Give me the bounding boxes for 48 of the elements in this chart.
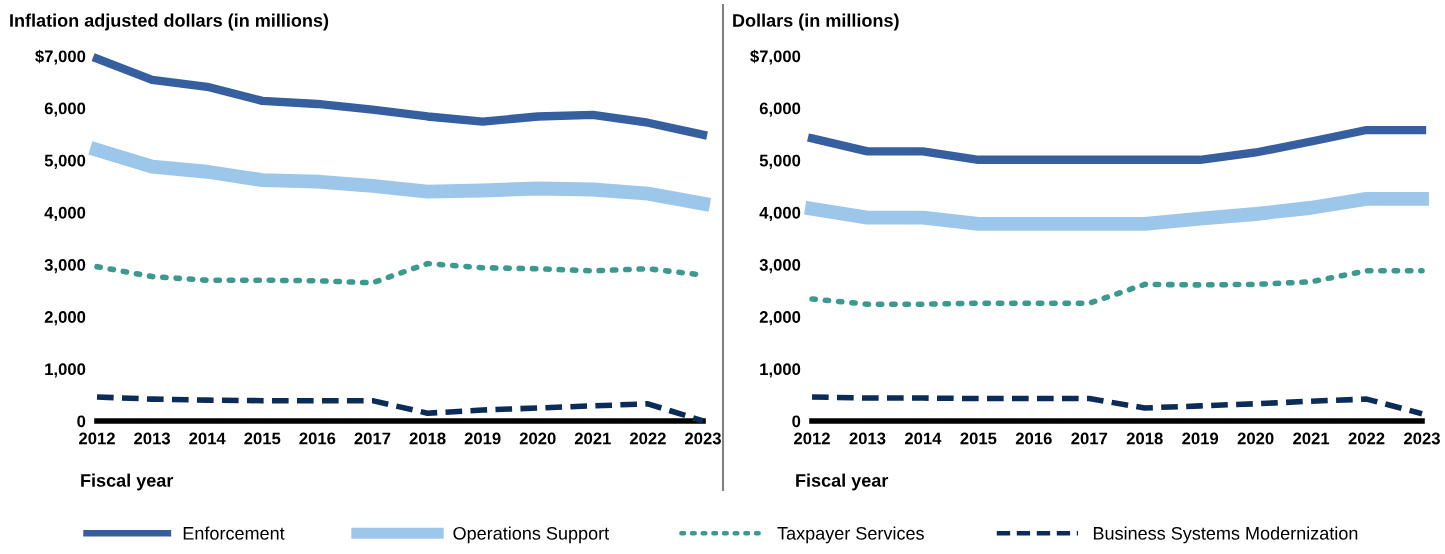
x-tick-label: 2023 — [685, 432, 721, 445]
x-axis-title: Fiscal year — [81, 473, 174, 491]
y-tick-label: 6,000 — [44, 102, 86, 117]
x-axis-title: Fiscal year — [796, 473, 889, 491]
x-tick-label: 2016 — [299, 432, 336, 445]
x-tick-label: 2021 — [574, 432, 611, 445]
y-tick-label: 2,000 — [759, 311, 801, 326]
x-tick-label: 2014 — [189, 432, 226, 445]
x-tick-label: 2023 — [1404, 432, 1440, 445]
x-tick-label: 2019 — [464, 432, 501, 445]
y-tick-label: 5,000 — [44, 154, 86, 169]
y-tick-label: 2,000 — [44, 311, 86, 326]
x-tick-label: 2019 — [1182, 432, 1219, 445]
legend-label: Taxpayer Services — [777, 526, 924, 544]
y-tick-label: $7,000 — [35, 49, 86, 65]
x-tick-label: 2012 — [794, 432, 830, 445]
x-tick-label: 2021 — [1293, 432, 1330, 445]
legend-label: Enforcement — [183, 526, 285, 540]
x-tick-label: 2017 — [1071, 432, 1108, 445]
x-tick-label: 2014 — [904, 432, 942, 445]
y-tick-label: 1,000 — [45, 363, 86, 378]
legend-label: Operations Support — [453, 526, 610, 544]
x-tick-label: 2018 — [1126, 432, 1163, 445]
x-tick-label: 2012 — [79, 432, 115, 445]
y-tick-label: 5,000 — [759, 154, 801, 169]
x-tick-label: 2022 — [1348, 432, 1385, 445]
y-tick-label: 1,000 — [760, 363, 801, 378]
x-tick-label: 2015 — [244, 432, 281, 445]
y-tick-label: 4,000 — [759, 206, 801, 222]
y-tick-label: 3,000 — [759, 258, 801, 274]
y-tick-label: 4,000 — [44, 206, 86, 222]
x-tick-label: 2015 — [960, 432, 997, 445]
x-tick-label: 2017 — [354, 432, 391, 445]
chart-title: Dollars (in millions) — [733, 13, 899, 31]
y-tick-label: 6,000 — [759, 102, 801, 117]
y-tick-label: $7,000 — [750, 49, 801, 65]
x-tick-label: 2016 — [1015, 432, 1052, 445]
y-tick-label: 3,000 — [44, 258, 86, 274]
x-tick-label: 2018 — [409, 432, 446, 445]
x-tick-label: 2022 — [629, 432, 666, 445]
x-tick-label: 2020 — [1237, 432, 1274, 445]
y-tick-label: 0 — [792, 415, 801, 428]
x-tick-label: 2020 — [519, 432, 556, 445]
x-tick-label: 2013 — [849, 432, 886, 445]
x-tick-label: 2013 — [134, 432, 171, 445]
chart-title: Inflation adjusted dollars (in millions) — [10, 13, 329, 31]
y-tick-label: 0 — [77, 415, 86, 428]
legend-label: Business Systems Modernization — [1093, 526, 1358, 544]
